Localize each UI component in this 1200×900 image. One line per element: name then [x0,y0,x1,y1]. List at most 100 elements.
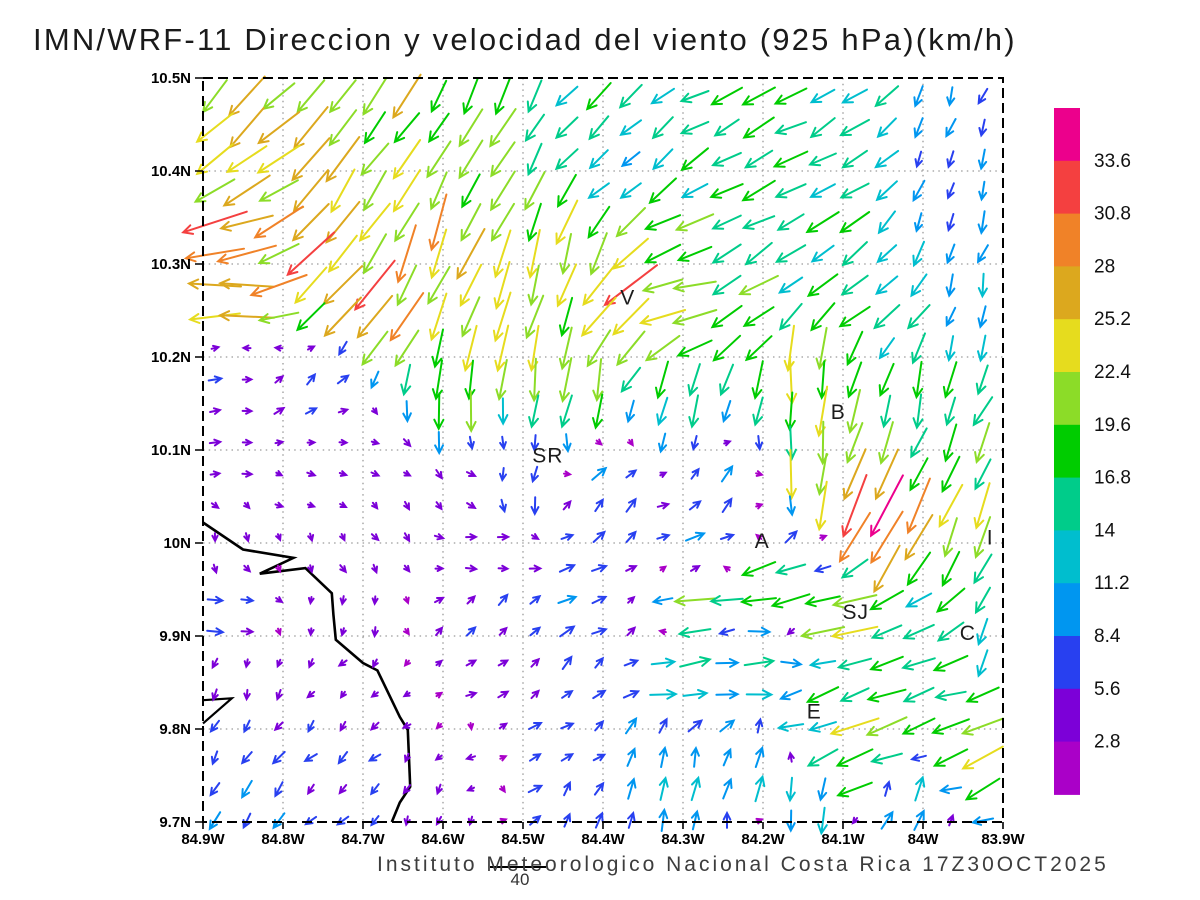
wind-arrow [780,658,803,669]
y-axis-tick-label: 9.7N [159,814,191,831]
wind-arrow [687,719,704,733]
x-axis-tick-label: 83.9W [981,831,1025,848]
wind-arrow [961,745,1004,770]
colorbar-tick-label: 22.4 [1094,362,1131,383]
wind-arrow [643,214,682,231]
wind-arrow [690,809,700,831]
city-label-sr: SR [532,445,563,468]
wind-arrow [489,108,517,148]
wind-arrow [225,145,268,174]
wind-arrow [842,448,867,501]
wind-arrow [307,564,314,574]
wind-arrow [330,168,356,214]
wind-arrow [641,278,684,294]
wind-arrow [941,455,961,494]
wind-arrow [809,117,836,139]
wind-arrow [688,394,700,429]
wind-arrow [591,595,608,605]
wind-arrow [328,109,358,147]
wind-arrow [901,717,936,735]
wind-arrow [557,173,577,209]
wind-arrow [846,389,861,435]
y-axis-tick-label: 9.8N [159,721,191,738]
wind-arrow [403,627,410,636]
wind-arrow [402,690,411,698]
wind-arrow [912,393,924,430]
wind-arrow [931,718,970,735]
wind-arrow [777,276,804,294]
wind-arrow [977,148,988,171]
wind-arrow [878,362,895,398]
wind-arrow [434,431,444,456]
wind-arrow [711,214,742,230]
wind-arrow [253,205,304,239]
wind-arrow [643,243,682,264]
wind-arrow [722,565,731,573]
wind-arrow [490,202,515,242]
wind-arrow [563,470,573,478]
wind-arrow [625,469,638,479]
wind-arrow [676,245,713,262]
wind-arrow [656,533,671,541]
colorbar-tick-label: 14 [1094,520,1116,541]
wind-arrow [465,533,479,541]
colorbar [1054,108,1080,795]
wind-arrow [786,495,796,517]
colorbar-tick-label: 5.6 [1094,679,1120,700]
wind-arrow [337,659,348,667]
wind-arrow [499,755,508,762]
wind-arrow [274,501,285,509]
wind-arrow [875,275,899,296]
wind-arrow [806,273,839,298]
wind-arrow [580,296,617,337]
x-axis-tick-label: 84.5W [501,831,545,848]
wind-arrow [946,182,955,200]
wind-arrow [656,501,671,510]
wind-arrow [880,394,892,429]
wind-arrow [495,359,508,402]
wind-arrow [258,179,299,202]
wind-arrow [529,814,542,826]
wind-arrow [946,86,956,107]
wind-arrow [906,551,932,587]
wind-arrow [257,243,300,265]
wind-arrow [715,689,740,700]
wind-arrow [554,85,579,107]
footer-text: Instituto Meteorologico Nacional Costa R… [377,853,1109,876]
wind-arrow [627,595,636,604]
wind-arrow [303,753,318,763]
wind-arrow [946,213,955,233]
wind-arrow [976,649,989,678]
wind-arrow [741,86,776,106]
wind-arrow [363,170,387,212]
wind-arrow [947,813,955,827]
wind-arrow [209,407,223,415]
wind-arrow [367,753,382,762]
wind-arrow [960,717,1005,736]
wind-arrow [294,266,328,305]
wind-arrow [241,470,254,478]
wind-arrow [524,171,546,211]
wind-arrow [676,339,713,357]
wind-arrow [659,471,668,478]
wind-arrow [434,753,443,761]
wind-arrow [526,229,541,280]
wind-arrow [187,312,241,324]
wind-arrow [257,111,301,145]
wind-arrow [560,753,575,762]
wind-arrow [875,180,898,202]
wind-arrow [591,564,609,573]
wind-arrow [938,784,963,795]
wind-arrow [785,449,797,501]
wind-arrow [371,595,379,606]
wind-arrow [431,328,444,369]
wind-arrow [709,183,744,199]
wind-arrow [658,717,668,734]
wind-arrow [659,565,668,573]
wind-arrow [754,745,765,768]
wind-arrow [846,330,864,367]
wind-arrow [499,467,507,483]
wind-arrow [711,151,742,167]
wind-arrow [672,280,717,293]
wind-arrow [370,370,380,390]
